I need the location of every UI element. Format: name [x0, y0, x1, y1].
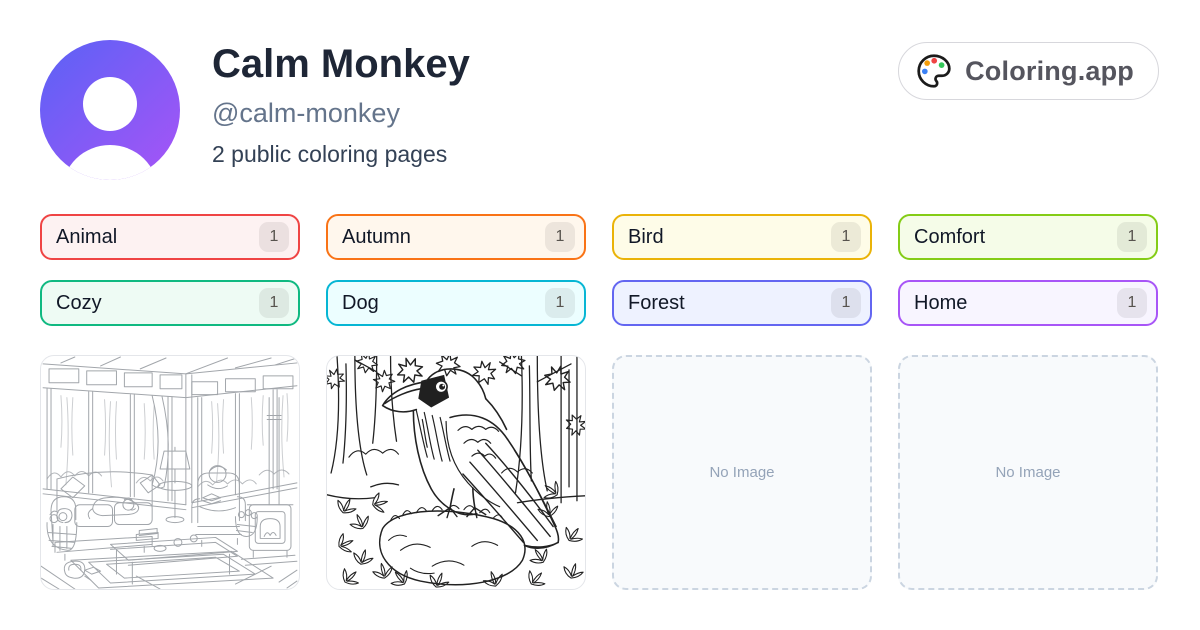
tag-count-badge: 1 — [545, 222, 575, 252]
person-icon — [40, 40, 180, 180]
empty-image-slot: No Image — [612, 355, 872, 590]
tag-label: Dog — [342, 291, 379, 314]
no-image-label: No Image — [995, 464, 1061, 481]
avatar — [40, 40, 180, 180]
tag-label: Comfort — [914, 225, 986, 248]
tag-pill-comfort[interactable]: Comfort 1 — [898, 214, 1158, 260]
tag-label: Home — [914, 291, 968, 314]
tag-count-badge: 1 — [259, 288, 289, 318]
tag-label: Bird — [628, 225, 664, 248]
tag-count-badge: 1 — [831, 222, 861, 252]
palette-icon — [917, 54, 951, 88]
profile-name: Calm Monkey — [212, 42, 470, 86]
coloring-pages-gallery: No Image No Image — [40, 355, 1158, 590]
empty-image-slot: No Image — [898, 355, 1158, 590]
tag-count-badge: 1 — [1117, 288, 1147, 318]
tag-pill-animal[interactable]: Animal 1 — [40, 214, 300, 260]
tag-pill-autumn[interactable]: Autumn 1 — [326, 214, 586, 260]
tag-label: Animal — [56, 225, 118, 248]
tag-count-badge: 1 — [831, 288, 861, 318]
coloring-app-label: Coloring.app — [965, 55, 1134, 86]
tag-pill-cozy[interactable]: Cozy 1 — [40, 280, 300, 326]
tag-pill-dog[interactable]: Dog 1 — [326, 280, 586, 326]
thumbnail-cozy-living-room[interactable] — [40, 355, 300, 590]
cozy-living-room-drawing — [41, 356, 298, 589]
tag-pill-home[interactable]: Home 1 — [898, 280, 1158, 326]
tag-count-badge: 1 — [545, 288, 575, 318]
no-image-label: No Image — [709, 464, 775, 481]
profile-handle: @calm-monkey — [212, 98, 400, 128]
tag-count-badge: 1 — [259, 222, 289, 252]
tag-label: Autumn — [342, 225, 411, 248]
thumbnail-raven-forest[interactable] — [326, 355, 586, 590]
tag-count-badge: 1 — [1117, 222, 1147, 252]
tag-pill-bird[interactable]: Bird 1 — [612, 214, 872, 260]
coloring-app-badge[interactable]: Coloring.app — [898, 42, 1159, 100]
tag-list: Animal 1 Autumn 1 Bird 1 Comfort 1 Cozy … — [40, 214, 1158, 326]
public-pages-count: 2 public coloring pages — [212, 141, 448, 167]
tag-label: Forest — [628, 291, 685, 314]
tag-pill-forest[interactable]: Forest 1 — [612, 280, 872, 326]
tag-label: Cozy — [56, 291, 102, 314]
raven-forest-drawing — [327, 356, 585, 589]
